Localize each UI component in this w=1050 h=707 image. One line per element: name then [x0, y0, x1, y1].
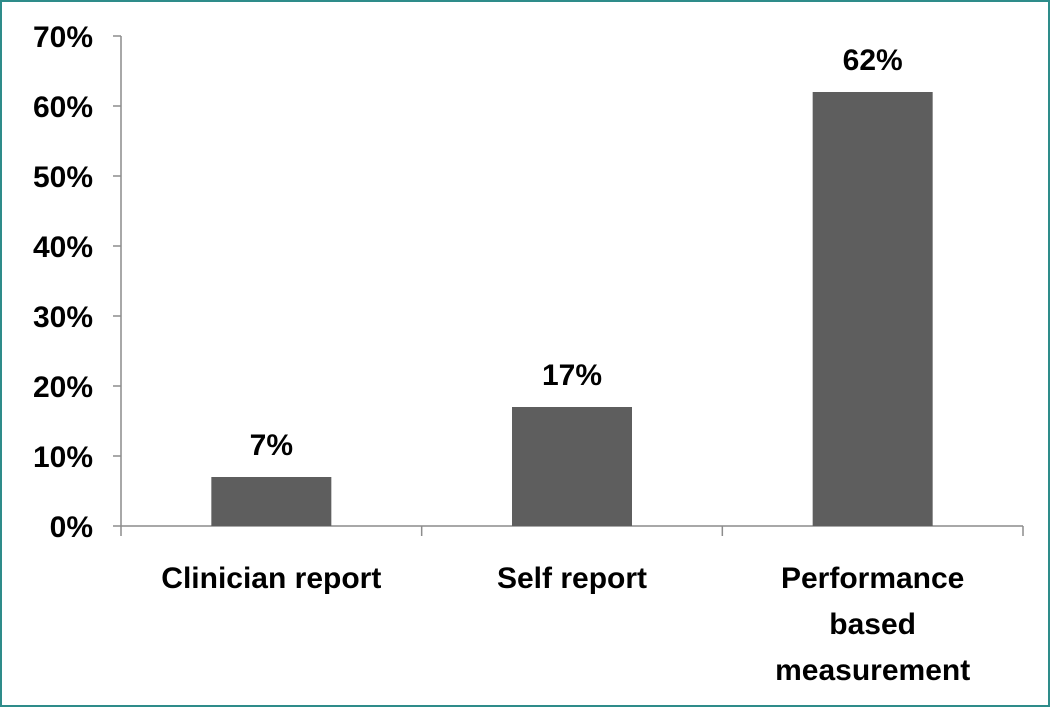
y-tick-label: 70%	[33, 21, 93, 54]
data-labels: 7% 17% 62%	[250, 44, 903, 462]
y-tick-label: 20%	[33, 371, 93, 404]
y-tick-label: 40%	[33, 231, 93, 264]
data-label: 17%	[542, 359, 602, 392]
category-label: Self report	[497, 562, 647, 595]
category-label: Clinician report	[161, 562, 381, 595]
category-label: Performance	[781, 562, 964, 595]
x-axis	[120, 525, 1024, 536]
y-tick-label: 0%	[50, 511, 93, 544]
bar	[812, 92, 933, 526]
y-tick-label: 60%	[33, 91, 93, 124]
bar	[512, 407, 632, 526]
data-label: 7%	[250, 429, 293, 462]
category-label: based	[829, 608, 916, 641]
bar-series	[211, 92, 933, 526]
category-labels: Clinician report Self report Performance ba…	[161, 562, 970, 687]
bar	[211, 477, 332, 526]
y-axis: 0% 10% 20% 30% 40% 50% 60% 70%	[33, 21, 122, 544]
y-tick-label: 30%	[33, 301, 93, 334]
category-label: measurement	[775, 654, 970, 687]
y-tick-label: 10%	[33, 441, 93, 474]
data-label: 62%	[843, 44, 903, 77]
y-tick-label: 50%	[33, 161, 93, 194]
